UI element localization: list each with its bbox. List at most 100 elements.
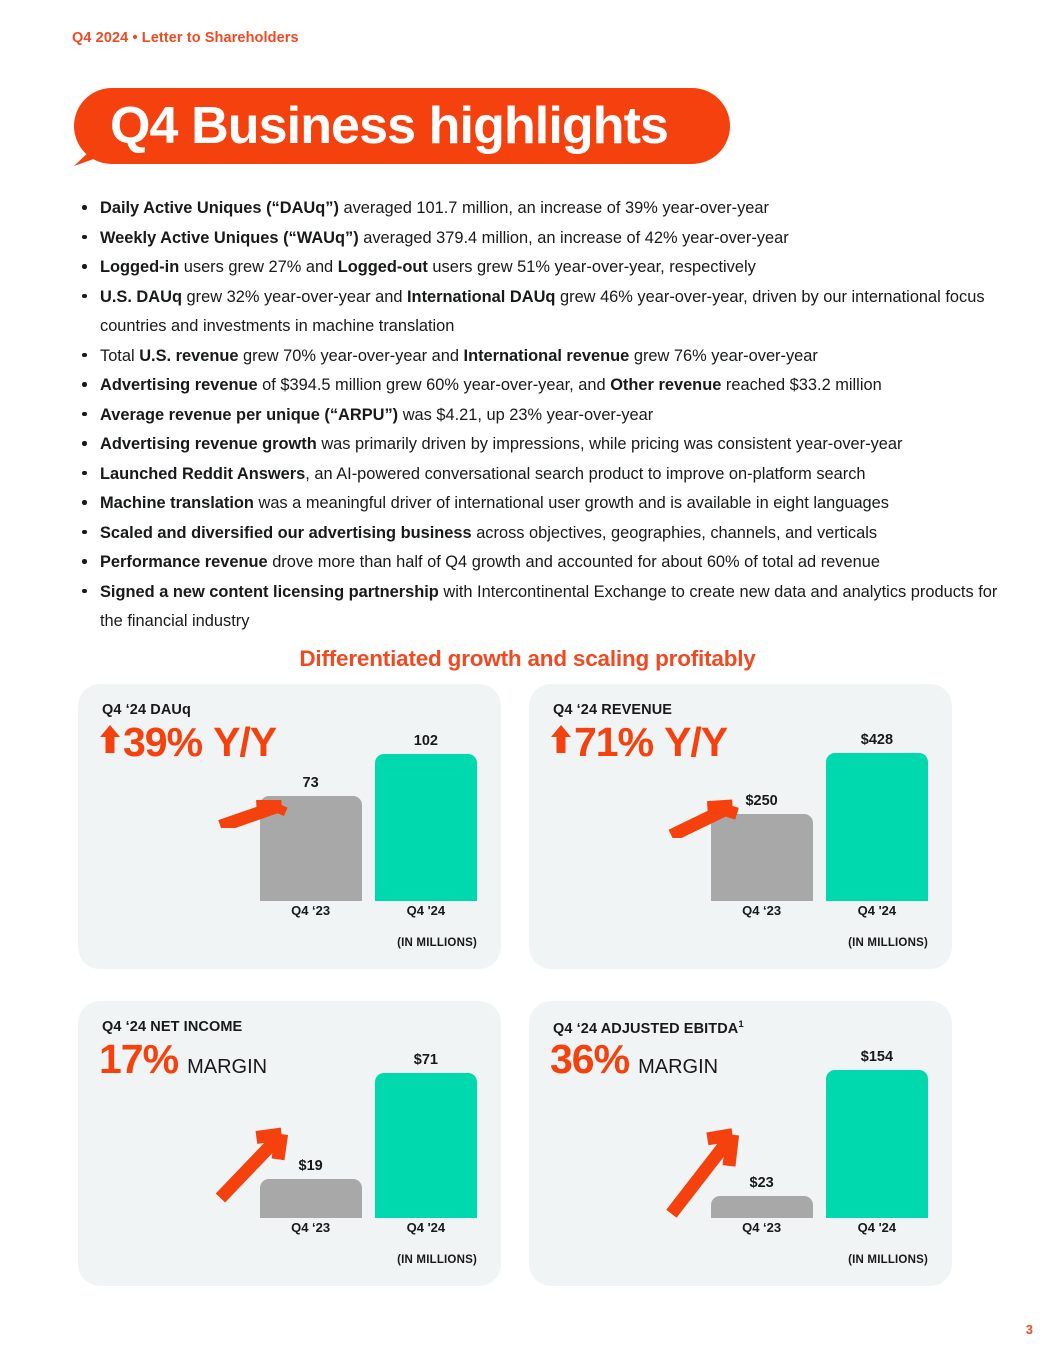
bar-chart-plot-area: $23 $154: [710, 1049, 928, 1218]
metric-headline-stat: 17% MARGIN: [99, 1039, 267, 1080]
metric-card-title-text: Q4 ‘24 DAUq: [102, 702, 191, 718]
list-item-emphasis: Advertising revenue: [100, 376, 258, 394]
bar: [259, 1179, 362, 1218]
metric-card: Q4 ‘24 REVENUE 71% Y/Y $250 $428 Q4 ‘23 Q4 '24…: [529, 684, 952, 969]
bar-value-label: $71: [413, 1052, 438, 1068]
list-item-emphasis: International revenue: [463, 346, 630, 365]
list-item-emphasis: Launched Reddit Answers: [100, 464, 306, 483]
list-item-emphasis: Signed a new content licensing partnersh…: [100, 582, 439, 601]
metric-stat-suffix: MARGIN: [638, 1056, 719, 1078]
list-item-emphasis: Logged-out: [337, 258, 428, 276]
metric-card-title: Q4 ‘24 DAUq: [102, 702, 191, 718]
x-axis-tick-label: Q4 ‘23: [742, 903, 782, 918]
list-item-text: reached $33.2 million: [721, 376, 882, 394]
chart-units-label: (IN MILLIONS): [397, 1254, 477, 1266]
bar-chart-plot-area: $19 $71: [259, 1052, 477, 1218]
bar-column: 73: [259, 775, 362, 901]
list-item-text: grew 46% year-over-year, driven by our i…: [100, 287, 985, 336]
list-item: Launched Reddit Answers, an AI-powered c…: [76, 460, 1006, 490]
bar-value-label: 102: [413, 733, 438, 749]
bullet-dot-icon: [82, 352, 87, 357]
list-item: Advertising revenue growth was primarily…: [76, 430, 1006, 460]
list-item-emphasis: International DAUq: [407, 287, 556, 306]
section-title: Differentiated growth and scaling profit…: [299, 646, 756, 671]
bar: [825, 753, 928, 901]
bar-chart: $250 $428 Q4 ‘23 Q4 '24 (IN MILLIONS): [553, 732, 929, 953]
x-axis-tick-label: Q4 '24: [406, 903, 446, 918]
list-item-emphasis: Machine translation: [100, 494, 254, 512]
metric-card-title: Q4 ‘24 REVENUE: [553, 702, 672, 718]
bar-column: $19: [259, 1097, 362, 1218]
chart-units-label: (IN MILLIONS): [848, 937, 928, 949]
list-item-text: was primarily driven by impressions, whi…: [316, 435, 903, 453]
bar-value-label: $19: [298, 1158, 323, 1174]
x-axis-tick-label: Q4 ‘23: [742, 1220, 782, 1235]
list-item: Machine translation was a meaningful dri…: [76, 489, 1006, 519]
list-item: Logged-in users grew 27% and Logged-out …: [76, 253, 1006, 283]
bubble-body: [74, 88, 730, 164]
list-item-emphasis: Weekly Active Uniques (“WAUq”): [100, 228, 359, 247]
bullet-dot-icon: [82, 293, 87, 298]
list-item: Daily Active Uniques (“DAUq”) averaged 1…: [76, 194, 1006, 224]
x-axis-tick-label: Q4 '24: [857, 1220, 897, 1235]
list-item-text: grew 76% year-over-year: [629, 346, 818, 365]
x-axis: Q4 ‘23 Q4 '24: [260, 1220, 478, 1240]
bullet-dot-icon: [82, 234, 87, 239]
list-item: U.S. DAUq grew 32% year-over-year and In…: [76, 283, 1006, 342]
metric-card: Q4 ‘24 NET INCOME 17% MARGIN $19 $71 Q4 ‘23 Q4…: [78, 1001, 501, 1286]
bar: [825, 1070, 928, 1218]
bar-value-label: $154: [860, 1049, 894, 1065]
bar-chart: $23 $154 Q4 ‘23 Q4 '24 (IN MILLIONS): [553, 1049, 929, 1270]
x-axis-tick-label: Q4 '24: [857, 903, 897, 918]
footnote-marker: 1: [738, 1019, 744, 1030]
list-item-emphasis: Daily Active Uniques (“DAUq”): [100, 199, 339, 217]
list-item-text: users grew 27% and: [179, 258, 338, 276]
metric-stat-value: 17%: [99, 1036, 179, 1082]
bar-chart: 73 102 Q4 ‘23 Q4 '24 (IN MILLIONS): [102, 733, 478, 953]
list-item-emphasis: Average revenue per unique (“ARPU”): [100, 405, 399, 424]
list-item: Weekly Active Uniques (“WAUq”) averaged …: [76, 224, 1006, 254]
bullet-dot-icon: [82, 411, 87, 416]
page-number: 3: [1025, 1322, 1033, 1337]
bar-chart-plot-area: 73 102: [259, 733, 477, 901]
bullet-dot-icon: [82, 559, 87, 564]
list-item-emphasis: U.S. DAUq: [100, 287, 182, 306]
bar-chart-plot-area: $250 $428: [710, 732, 928, 901]
metric-card-title: Q4 ‘24 ADJUSTED EBITDA1: [553, 1019, 744, 1037]
metric-headline-stat: 39% Y/Y: [99, 722, 277, 763]
list-item-emphasis: Performance revenue: [100, 553, 268, 571]
x-axis: Q4 ‘23 Q4 '24: [711, 1220, 929, 1240]
bar-column: $23: [710, 1097, 813, 1218]
bar-chart: $19 $71 Q4 ‘23 Q4 '24 (IN MILLIONS): [102, 1052, 478, 1270]
bar-column: $428: [825, 732, 928, 901]
metric-headline-stat: 36% MARGIN: [550, 1039, 718, 1080]
list-item-text: averaged 379.4 million, an increase of 4…: [358, 228, 789, 247]
bar-value-label: 73: [302, 775, 319, 791]
metric-card-title-text: Q4 ‘24 NET INCOME: [102, 1019, 243, 1035]
list-item: Signed a new content licensing partnersh…: [76, 578, 1006, 637]
page-kicker: Q4 2024 • Letter to Shareholders: [72, 30, 299, 46]
list-item: Average revenue per unique (“ARPU”) was …: [76, 401, 1006, 431]
x-axis: Q4 ‘23 Q4 '24: [711, 903, 929, 923]
x-axis-tick-label: Q4 '24: [406, 1220, 446, 1235]
x-axis-tick-label: Q4 ‘23: [291, 903, 331, 918]
bullet-dot-icon: [82, 529, 87, 534]
metric-stat-suffix: MARGIN: [187, 1056, 268, 1078]
list-item-text: was $4.21, up 23% year-over-year: [398, 405, 654, 424]
bullet-dot-icon: [82, 382, 87, 387]
bar: [710, 814, 813, 901]
metric-stat-suffix: Y/Y: [664, 719, 728, 765]
list-item-text: , an AI-powered conversational search pr…: [305, 464, 866, 483]
x-axis: Q4 ‘23 Q4 '24: [260, 903, 478, 923]
bullet-dot-icon: [82, 264, 87, 269]
list-item: Scaled and diversified our advertising b…: [76, 519, 1006, 549]
metric-card: Q4 ‘24 ADJUSTED EBITDA1 36% MARGIN $23 $154 Q…: [529, 1001, 952, 1286]
list-item-emphasis: Advertising revenue growth: [100, 435, 317, 453]
list-item-text: averaged 101.7 million, an increase of 3…: [338, 199, 769, 217]
list-item: Performance revenue drove more than half…: [76, 548, 1006, 578]
chart-units-label: (IN MILLIONS): [848, 1254, 928, 1266]
up-arrow-icon: [100, 725, 120, 753]
highlights-list: Daily Active Uniques (“DAUq”) averaged 1…: [76, 194, 1006, 637]
bullet-dot-icon: [82, 441, 87, 446]
